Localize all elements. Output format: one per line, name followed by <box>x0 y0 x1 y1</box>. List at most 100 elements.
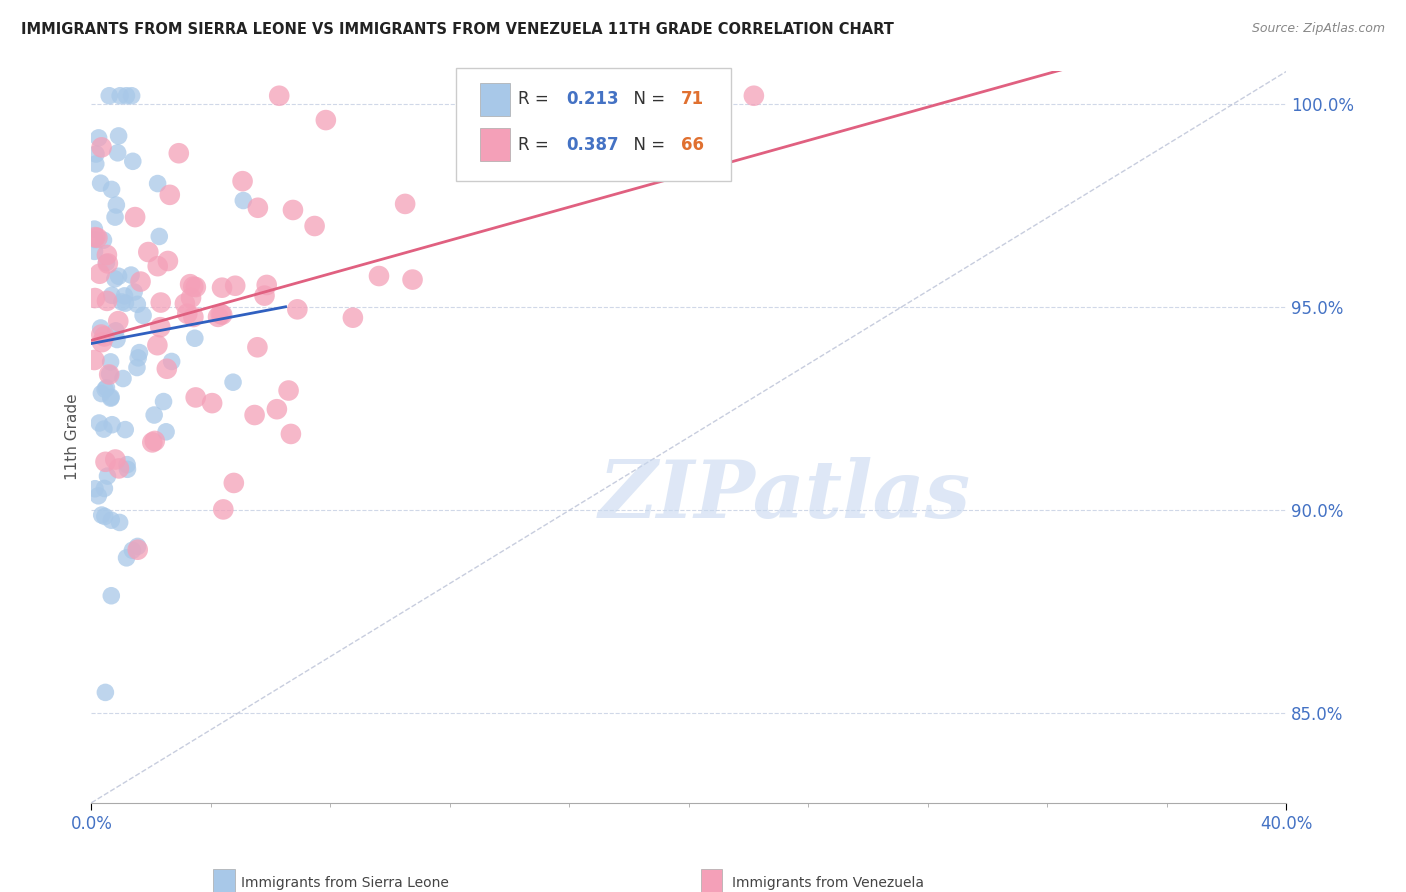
Point <box>100 355 122 369</box>
Point <box>83 353 105 368</box>
Point <box>742 88 765 103</box>
Point <box>104 272 127 286</box>
Text: IMMIGRANTS FROM SIERRA LEONE VS IMMIGRANTS FROM VENEZUELA 11TH GRADE CORRELATION: IMMIGRANTS FROM SIERRA LEONE VS IMMIGRAN… <box>21 22 894 37</box>
Point <box>96 293 118 308</box>
Point <box>86 231 108 245</box>
Point <box>222 475 245 490</box>
Text: Immigrants from Venezuela: Immigrants from Venezuela <box>733 876 924 890</box>
Point <box>160 354 183 368</box>
Point <box>128 345 150 359</box>
Point <box>141 435 163 450</box>
Point <box>84 157 107 171</box>
Point <box>253 288 276 302</box>
Point <box>207 310 229 324</box>
Point <box>94 509 117 524</box>
Point <box>209 307 232 321</box>
Point <box>108 516 131 530</box>
Point <box>246 340 269 354</box>
Point <box>146 338 169 352</box>
Point <box>90 140 112 154</box>
Point <box>127 540 149 554</box>
Point <box>121 88 143 103</box>
Point <box>108 461 131 475</box>
Point <box>136 245 159 260</box>
Point <box>98 88 121 103</box>
Point <box>100 182 122 196</box>
Point <box>96 248 118 262</box>
Point <box>89 267 111 281</box>
Point <box>176 307 198 321</box>
Point <box>146 259 169 273</box>
Point <box>143 408 166 422</box>
Bar <box>479 128 509 161</box>
Point <box>90 176 112 190</box>
Point <box>277 384 299 398</box>
Point <box>173 296 195 310</box>
Point <box>90 508 112 522</box>
Point <box>246 201 269 215</box>
Point <box>100 391 122 405</box>
Point <box>179 277 201 292</box>
Point <box>100 589 122 603</box>
Text: 0.387: 0.387 <box>565 136 619 153</box>
Point <box>89 416 111 430</box>
Point <box>266 402 288 417</box>
Point <box>104 324 127 338</box>
Point <box>132 309 155 323</box>
Point <box>201 396 224 410</box>
Point <box>84 482 107 496</box>
Point <box>93 329 115 343</box>
Point <box>183 310 205 324</box>
Point <box>105 198 128 212</box>
Point <box>93 233 115 247</box>
Point <box>93 422 115 436</box>
Point <box>94 455 117 469</box>
Text: Source: ZipAtlas.com: Source: ZipAtlas.com <box>1251 22 1385 36</box>
Text: N =: N = <box>623 90 671 108</box>
Point <box>281 202 304 217</box>
Point <box>224 278 246 293</box>
Point <box>156 361 179 376</box>
Text: ZIPatlas: ZIPatlas <box>599 457 970 534</box>
Point <box>84 230 107 244</box>
Point <box>148 229 170 244</box>
Point <box>96 381 118 395</box>
Point <box>127 351 149 365</box>
Point <box>117 462 139 476</box>
Bar <box>479 83 509 116</box>
Point <box>149 320 172 334</box>
Text: 71: 71 <box>681 90 703 108</box>
Point <box>100 513 122 527</box>
Point <box>96 469 118 483</box>
Point <box>83 244 105 259</box>
Point <box>107 128 129 143</box>
Point <box>232 194 254 208</box>
Y-axis label: 11th Grade: 11th Grade <box>65 393 80 481</box>
Text: R =: R = <box>517 90 554 108</box>
Point <box>184 391 207 405</box>
Point <box>90 327 112 342</box>
Text: R =: R = <box>517 136 554 153</box>
Point <box>120 268 142 282</box>
Point <box>155 425 177 439</box>
Point <box>342 310 364 325</box>
Point <box>156 254 179 268</box>
Point <box>83 222 105 236</box>
Point <box>98 368 121 382</box>
Point <box>115 88 138 103</box>
Point <box>243 408 266 422</box>
Point <box>394 197 416 211</box>
Point <box>256 277 278 292</box>
Point <box>83 232 105 246</box>
Point <box>315 113 337 128</box>
Point <box>94 685 117 699</box>
Point <box>104 210 127 224</box>
Point <box>184 280 207 294</box>
Point <box>121 154 143 169</box>
Point <box>129 275 152 289</box>
Point <box>91 335 114 350</box>
Point <box>100 390 122 404</box>
Text: N =: N = <box>623 136 671 153</box>
Point <box>94 382 117 396</box>
Point <box>115 550 138 565</box>
